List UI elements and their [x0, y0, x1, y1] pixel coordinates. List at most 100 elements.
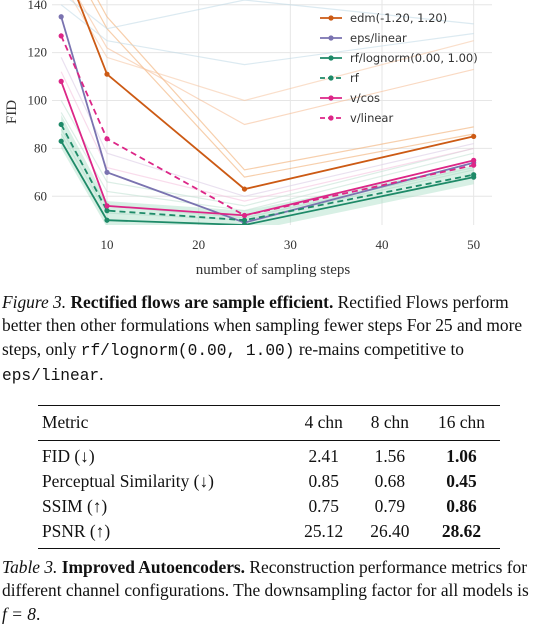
- figure-title: Rectified flows are sample efficient.: [70, 292, 334, 312]
- math-expression: f = 8: [2, 603, 36, 624]
- data-point: [58, 14, 64, 20]
- data-point: [241, 212, 248, 219]
- background-runs: [60, 0, 474, 221]
- cell-8chn: 0.79: [374, 496, 406, 516]
- y-tick-label: 60: [34, 188, 47, 203]
- data-point: [471, 133, 477, 140]
- figure-code-1: rf/lognorm(0.00, 1.00): [80, 341, 295, 360]
- data-point: [241, 186, 248, 192]
- legend-swatch-marker: [328, 95, 334, 101]
- table-text-1: Reconstruction performance metrics for d…: [2, 557, 529, 601]
- x-tick-label: 30: [284, 237, 297, 252]
- x-axis-label: number of sampling steps: [196, 262, 351, 278]
- y-tick-label: 120: [28, 45, 48, 60]
- background-run-line: [60, 133, 474, 221]
- data-point: [58, 33, 64, 39]
- x-tick-label: 20: [192, 237, 205, 252]
- series-line: [60, 124, 474, 222]
- series-3: [58, 121, 477, 223]
- background-run-line: [97, 0, 474, 171]
- legend-label: eps/linear: [350, 31, 407, 45]
- cell-8chn: 0.68: [374, 471, 406, 491]
- data-point: [104, 71, 110, 77]
- series-0: [77, 0, 477, 192]
- cell-8chn: 26.40: [370, 521, 410, 541]
- green-confidence-band: [61, 114, 474, 225]
- background-run-line: [60, 4, 474, 66]
- table-label: Table 3.: [2, 557, 58, 577]
- cell-16chn: 1.06: [446, 446, 477, 466]
- data-point: [104, 169, 110, 175]
- background-run-line: [78, 0, 474, 126]
- table-caption: Table 3. Improved Autoencoders. Reconstr…: [2, 556, 535, 626]
- y-tick-label: 100: [28, 93, 48, 108]
- legend-label: rf/lognorm(0.00, 1.00): [350, 51, 478, 65]
- legend: edm(-1.20, 1.20) eps/linear rf/lognorm(0.0…: [320, 11, 478, 125]
- legend-swatch-marker: [328, 55, 334, 61]
- cell-8chn: 1.56: [374, 446, 406, 466]
- series-line: [60, 16, 474, 224]
- legend-label: v/cos: [350, 91, 380, 105]
- y-tick-label: 140: [28, 0, 48, 12]
- data-point: [471, 157, 477, 163]
- data-point: [471, 172, 477, 178]
- figure-caption: Figure 3. Rectified flows are sample eff…: [2, 291, 535, 388]
- data-point: [471, 162, 477, 168]
- header-4chn: 4 chn: [304, 412, 343, 432]
- data-point: [58, 121, 64, 128]
- table-header-row: Metric 4 chn 8 chn 16 chn: [38, 405, 500, 441]
- data-point: [104, 136, 110, 142]
- series-line: [60, 35, 474, 217]
- fid-line-chart: 10 20 30 40 50 60 80 100 120 140 FID number of sa…: [4, 0, 492, 278]
- legend-label: edm(-1.20, 1.20): [350, 11, 447, 25]
- cell-16chn: 28.62: [441, 521, 482, 541]
- data-point: [58, 78, 64, 84]
- series-line: [60, 140, 474, 225]
- figure-label: Figure 3.: [2, 292, 67, 312]
- legend-swatch-marker: [328, 35, 334, 41]
- axis-ticks: 10 20 30 40 50 60 80 100 120 140: [28, 0, 481, 252]
- legend-swatch-marker: [328, 75, 334, 81]
- legend-swatch-marker: [328, 15, 334, 21]
- series-line: [60, 81, 474, 217]
- data-point: [104, 217, 110, 223]
- metric-name: Perceptual Similarity (↓): [42, 471, 214, 491]
- table-text-2: .: [35, 603, 41, 624]
- series-line: [77, 0, 474, 191]
- cell-4chn: 0.85: [308, 471, 339, 491]
- background-run-line: [71, 0, 474, 102]
- confidence-bands: [61, 114, 474, 225]
- table-row: PSNR (↑) 25.12 26.40 28.62: [38, 519, 500, 549]
- x-tick-label: 40: [376, 237, 389, 252]
- series-lines: [58, 0, 477, 225]
- y-axis-label: FID: [4, 100, 20, 124]
- metric-name: PSNR (↑): [42, 521, 111, 541]
- legend-label: rf: [350, 71, 360, 85]
- x-tick-label: 10: [101, 237, 114, 252]
- background-run-line: [60, 71, 474, 202]
- cell-16chn: 0.45: [446, 471, 477, 491]
- background-run-line: [69, 0, 474, 30]
- background-run-line: [90, 0, 474, 178]
- cell-4chn: 0.75: [308, 496, 339, 516]
- data-point: [104, 208, 110, 214]
- legend-label: v/linear: [350, 111, 393, 125]
- table-row: Perceptual Similarity (↓) 0.85 0.68 0.45: [38, 469, 500, 494]
- legend-swatch-marker: [328, 115, 334, 121]
- series-5: [58, 33, 477, 219]
- data-point: [58, 138, 64, 144]
- data-point: [241, 222, 248, 225]
- table-row: FID (↓) 2.41 1.56 1.06: [38, 441, 500, 470]
- figure-text-1: Rectified Flows perform better then othe…: [2, 292, 523, 359]
- metric-name: SSIM (↑): [42, 496, 108, 516]
- header-16chn: 16 chn: [438, 412, 485, 432]
- y-tick-label: 80: [34, 140, 47, 155]
- metrics-table: Metric 4 chn 8 chn 16 chn FID (↓) 2.41 1…: [38, 405, 500, 549]
- table-row: SSIM (↑) 0.75 0.79 0.86: [38, 494, 500, 519]
- data-point: [241, 217, 248, 223]
- background-run-line: [60, 57, 474, 197]
- metric-name: FID (↓): [42, 446, 95, 466]
- figure-text-3: .: [99, 363, 104, 384]
- x-tick-label: 50: [467, 237, 480, 252]
- header-8chn: 8 chn: [370, 412, 409, 432]
